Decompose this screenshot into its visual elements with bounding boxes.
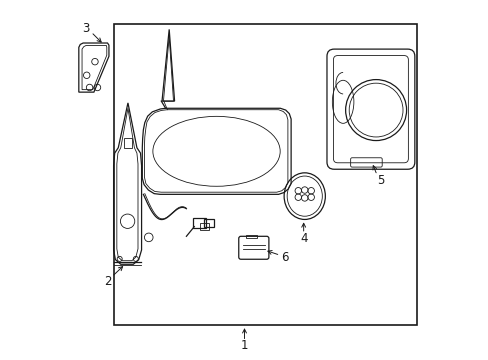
Text: 5: 5 xyxy=(376,174,384,186)
Text: 3: 3 xyxy=(82,22,89,35)
Text: 6: 6 xyxy=(280,251,288,264)
Bar xyxy=(246,235,257,238)
Text: 4: 4 xyxy=(299,232,307,245)
Bar xyxy=(123,138,131,148)
Text: 1: 1 xyxy=(240,339,248,352)
Text: 2: 2 xyxy=(103,275,111,288)
Bar xyxy=(113,24,416,325)
